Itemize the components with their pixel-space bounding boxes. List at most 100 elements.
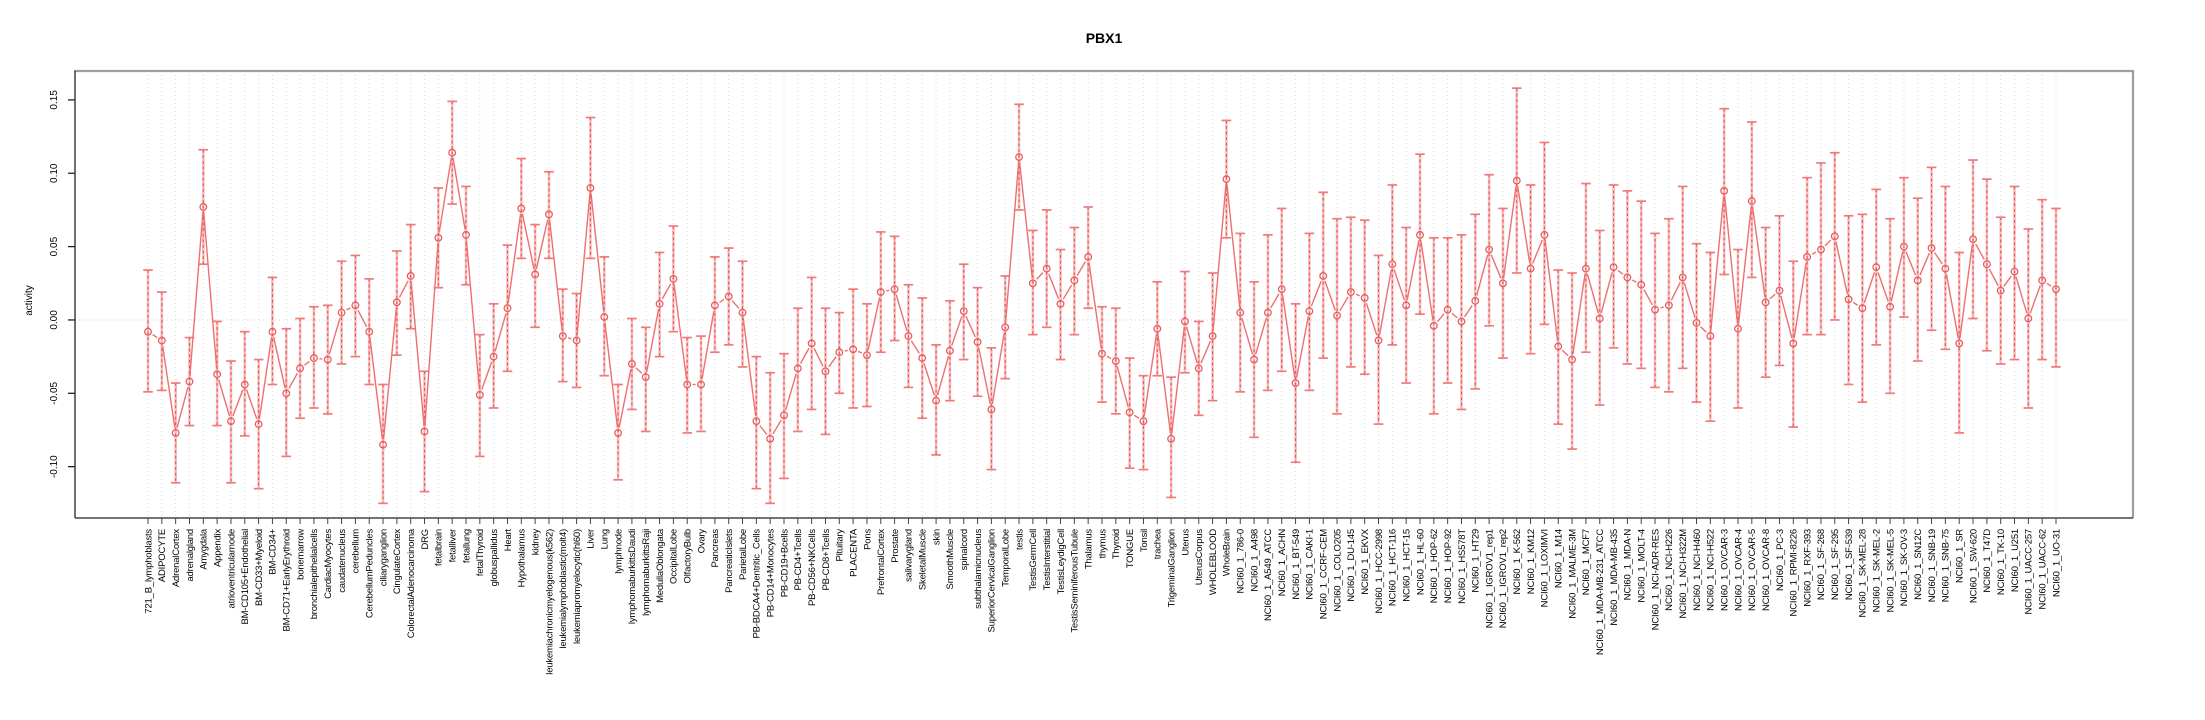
series-segment: [661, 283, 672, 300]
data-point: [1720, 186, 1729, 195]
series-segment: [1476, 254, 1489, 296]
x-category-label: Heart: [503, 528, 514, 551]
series-segment: [1106, 355, 1112, 360]
data-point: [185, 377, 194, 386]
x-category-label: NCI60_1_SF-295: [1830, 529, 1841, 600]
series-segment: [1835, 241, 1849, 295]
data-point: [655, 299, 664, 308]
data-point: [1305, 307, 1314, 316]
series-segment: [2046, 282, 2052, 287]
data-point: [1346, 288, 1355, 297]
data-point: [987, 405, 996, 414]
data-point: [503, 304, 512, 313]
series-segment: [1254, 317, 1268, 355]
data-point: [1167, 434, 1176, 443]
series-segment: [1877, 272, 1889, 302]
series-segment: [635, 367, 643, 374]
x-category-label: cerebellum: [351, 529, 362, 574]
x-category-label: UterusCorpus: [1194, 529, 1205, 586]
series-segment: [1241, 317, 1254, 355]
x-category-label: NCI60_1_IGROV1_rep2: [1498, 529, 1509, 628]
data-point: [766, 434, 775, 443]
x-category-label: NCI60_1_HOP-92: [1443, 529, 1454, 603]
x-category-label: Pancreas: [710, 529, 721, 568]
x-category-label: NCI60_1_BT-549: [1291, 529, 1302, 600]
series-segment: [1420, 240, 1434, 321]
data-point: [876, 288, 885, 297]
data-point: [462, 230, 470, 239]
data-point: [627, 360, 636, 368]
y-tick-label: 0.15: [49, 90, 60, 110]
x-category-label: TrigeminalGanglion: [1166, 529, 1177, 607]
x-category-label: fetalbrain: [434, 529, 445, 566]
data-point: [1070, 276, 1079, 285]
x-category-label: NCI60_1_SNB-19: [1927, 529, 1938, 602]
data-point: [420, 427, 429, 436]
data-point: [752, 417, 761, 426]
series-segment: [1769, 293, 1776, 300]
x-category-label: PrefrontalCortex: [876, 529, 887, 595]
y-tick-label: 0.00: [49, 310, 60, 330]
data-point: [1512, 176, 1521, 185]
data-point: [199, 203, 208, 211]
y-tick-label: -0.05: [49, 381, 60, 404]
data-point: [1581, 264, 1590, 273]
data-point: [171, 428, 180, 437]
series-segment: [857, 350, 863, 354]
data-point: [821, 367, 830, 376]
data-point: [1443, 305, 1452, 314]
series-segment: [867, 297, 881, 350]
series-segment: [2029, 285, 2041, 314]
series-segment: [438, 158, 452, 233]
data-point: [1554, 342, 1563, 351]
data-point: [296, 364, 305, 373]
x-category-label: NCI60_1_K-562: [1512, 529, 1523, 595]
x-category-label: NCI60_1_IGROV1_rep1: [1484, 529, 1495, 628]
data-point: [489, 352, 498, 361]
series-segment: [1988, 268, 1999, 287]
series-segment: [304, 360, 310, 366]
data-point: [1540, 230, 1549, 239]
series-segment: [1018, 162, 1033, 278]
series-segment: [1724, 196, 1739, 324]
x-category-label: Hypothalamus: [517, 529, 528, 588]
x-category-label: lymphnode: [613, 529, 624, 574]
series-segment: [1295, 316, 1310, 378]
x-category-label: NCI60_1_T47D: [1982, 529, 1993, 593]
data-point: [1609, 263, 1618, 272]
x-category-label: NCI60_1_OVCAR-4: [1733, 529, 1744, 611]
data-point: [738, 308, 747, 317]
y-tick-label: 0.05: [49, 236, 60, 256]
series-segment: [1737, 206, 1752, 324]
x-category-label: PB-CD14+Monocytes: [765, 529, 776, 618]
series-segment: [424, 243, 439, 427]
x-category-label: subthalamicnucleus: [973, 529, 984, 609]
x-category-label: NCI60_1_NCI-H460: [1692, 529, 1703, 611]
x-category-label: NCI60_1_ACHN: [1277, 529, 1288, 597]
series-segment: [991, 332, 1005, 405]
data-point: [1139, 417, 1148, 426]
x-category-label: DRG: [420, 529, 431, 550]
x-category-label: salivarygland: [904, 529, 915, 582]
x-category-label: PB-CD4+Tcells: [793, 529, 804, 591]
data-point: [1913, 276, 1922, 285]
x-category-label: skin: [931, 529, 942, 545]
series-segment: [369, 337, 384, 440]
series-segment: [1643, 289, 1653, 306]
series-segment: [1890, 251, 1904, 302]
x-category-label: NCI60_1_SNB-75: [1941, 529, 1952, 602]
series-segment: [618, 369, 632, 428]
data-point: [863, 351, 871, 360]
x-category-label: ADIPOCYTE: [157, 529, 168, 582]
data-point: [641, 373, 650, 382]
series-segment: [1171, 326, 1186, 434]
series-segment: [1780, 295, 1793, 339]
data-point: [1789, 339, 1798, 348]
x-category-label: Prostate: [890, 529, 901, 563]
series-segment: [245, 389, 258, 420]
x-category-label: spinalcord: [959, 529, 970, 570]
x-category-label: ParietalLobe: [738, 529, 749, 580]
series-segment: [494, 313, 507, 352]
series-segment: [1339, 296, 1349, 312]
data-point: [1941, 264, 1950, 273]
